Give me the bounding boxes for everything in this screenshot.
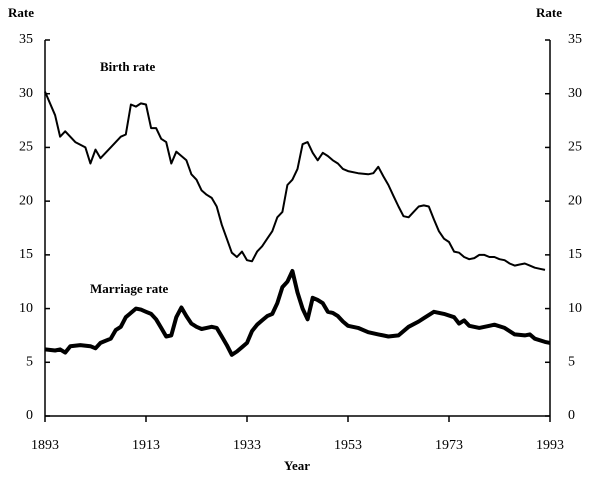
y-tick-label: 5 — [26, 355, 33, 370]
x-tick-label: 1913 — [132, 438, 160, 453]
x-tick-label: 1933 — [233, 438, 261, 453]
annotation: Marriage rate — [90, 281, 169, 296]
y-tick-label: 15 — [19, 247, 33, 262]
y-tick-label: 25 — [19, 140, 33, 155]
y-tick-label: 35 — [19, 32, 33, 47]
y2-tick-label: 10 — [568, 301, 582, 316]
x-axis-label: Year — [284, 458, 310, 473]
x-tick-label: 1973 — [435, 438, 463, 453]
y-tick-label: 30 — [19, 86, 33, 101]
y2-tick-label: 35 — [568, 32, 582, 47]
y2-tick-label: 5 — [568, 355, 575, 370]
y2-tick-label: 30 — [568, 86, 582, 101]
x-tick-label: 1993 — [536, 438, 564, 453]
x-tick-label: 1893 — [31, 438, 59, 453]
y-tick-label: 20 — [19, 193, 33, 208]
y2-tick-label: 25 — [568, 140, 582, 155]
y2-tick-label: 20 — [568, 193, 582, 208]
y-tick-label: 0 — [26, 408, 33, 423]
y2-tick-label: 15 — [568, 247, 582, 262]
annotation: Birth rate — [100, 59, 155, 74]
y2-tick-label: 0 — [568, 408, 575, 423]
series-line — [44, 91, 546, 271]
x-tick-label: 1953 — [334, 438, 362, 453]
y-tick-label: 10 — [19, 301, 33, 316]
y-axis-label: Rate — [8, 5, 34, 20]
series-line — [44, 269, 551, 357]
y2-axis-label: Rate — [536, 5, 562, 20]
